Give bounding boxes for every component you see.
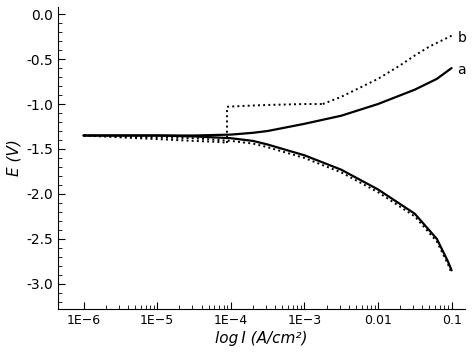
X-axis label: log I (A/cm²): log I (A/cm²) <box>215 331 308 346</box>
Text: a: a <box>457 63 466 77</box>
Y-axis label: E (V): E (V) <box>7 139 22 176</box>
Text: b: b <box>457 31 466 46</box>
